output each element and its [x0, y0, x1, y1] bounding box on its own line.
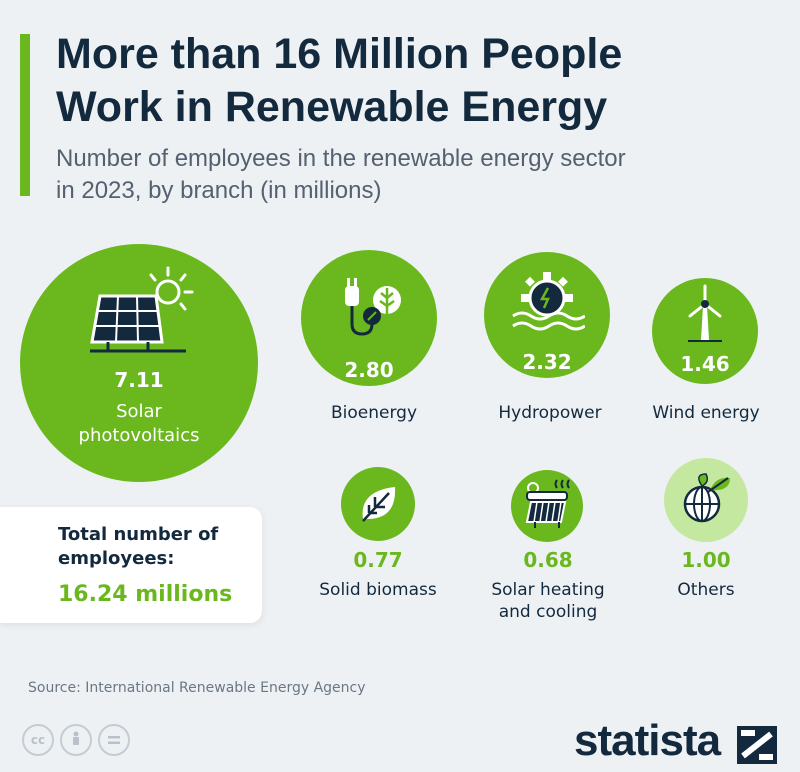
- category-label: Bioenergy: [330, 403, 418, 423]
- subtitle-line-2: in 2023, by branch (in millions): [56, 177, 382, 204]
- title-line-1: More than 16 Million People: [56, 30, 623, 78]
- category-label-line-2: and cooling: [498, 602, 598, 622]
- value-label: 1.00: [681, 548, 731, 572]
- category-label-line-2: photovoltaics: [78, 425, 200, 446]
- solar-heater-icon: [525, 479, 570, 528]
- total-value: 16.24 millions: [58, 582, 233, 607]
- bubble-solar-photovoltaics: 7.11 Solar photovoltaics: [20, 244, 258, 482]
- bubble-solar-heating-and-cooling: [511, 470, 583, 542]
- category-label: Solid biomass: [319, 580, 437, 600]
- value-label: 2.80: [344, 358, 394, 382]
- leaf-icon: [362, 487, 396, 522]
- subtitle-line-1: Number of employees in the renewable ene…: [56, 145, 626, 172]
- category-label: Solar heating and cooling: [468, 579, 628, 623]
- value-label: 0.77: [353, 548, 403, 572]
- water-wheel-icon: [512, 272, 585, 331]
- value-label: 1.46: [680, 352, 730, 376]
- total-card: [0, 507, 262, 623]
- category-label: Hydropower: [498, 403, 602, 423]
- value-label: 7.11: [114, 368, 164, 392]
- category-label: Others: [677, 580, 735, 600]
- license-icons: cc: [22, 724, 130, 756]
- attribution-icon[interactable]: [60, 724, 92, 756]
- category-label-line-1: Solar heating: [491, 580, 605, 600]
- value-label: 2.32: [522, 350, 572, 374]
- category-label: Wind energy: [652, 403, 760, 423]
- solar-panel-icon: [90, 266, 194, 353]
- title-line-2: Work in Renewable Energy: [56, 83, 608, 131]
- cc-icon[interactable]: cc: [22, 724, 54, 756]
- bubble-wind-energy: 1.46: [652, 278, 758, 384]
- bubble-bioenergy: 2.80: [301, 250, 437, 386]
- total-label: Total number of employees:: [58, 523, 258, 571]
- total-label-line-2: employees:: [58, 548, 175, 569]
- globe-leaf-icon: [683, 473, 730, 523]
- bubble-hydropower: 2.32: [484, 252, 610, 378]
- accent-bar: [20, 34, 30, 196]
- plug-leaf-icon: [345, 278, 401, 336]
- brand-logo-text[interactable]: statista: [574, 716, 721, 765]
- source-text: Source: International Renewable Energy A…: [28, 680, 366, 696]
- wind-turbine-icon: [688, 284, 722, 342]
- page-subtitle: Number of employees in the renewable ene…: [56, 143, 756, 207]
- no-derivatives-icon[interactable]: [98, 724, 130, 756]
- category-label-line-1: Solar: [116, 401, 162, 422]
- category-label: Solar photovoltaics: [20, 400, 258, 448]
- bubble-solid-biomass: [341, 467, 415, 541]
- bubble-others: [664, 458, 748, 542]
- page-title: More than 16 Million People Work in Rene…: [56, 28, 776, 134]
- statista-logo-icon[interactable]: [737, 726, 777, 764]
- total-label-line-1: Total number of: [58, 524, 219, 545]
- value-label: 0.68: [523, 548, 573, 572]
